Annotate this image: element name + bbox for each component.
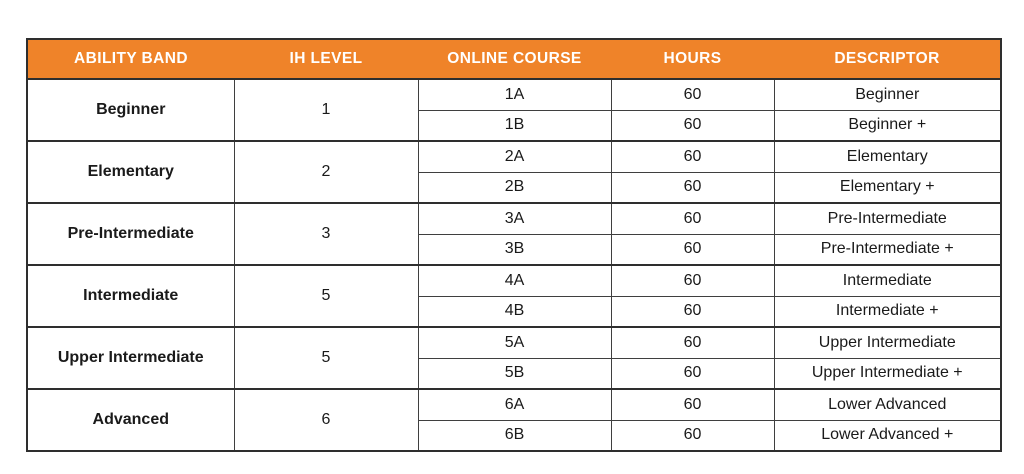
ability-band-cell: Upper Intermediate bbox=[26, 326, 235, 390]
descriptor-cell: Beginner + bbox=[773, 109, 1002, 142]
descriptor-cell: Intermediate bbox=[773, 264, 1002, 297]
ability-band-cell: Intermediate bbox=[26, 264, 235, 328]
ability-band-cell: Pre-Intermediate bbox=[26, 202, 235, 266]
hours-cell: 60 bbox=[610, 171, 775, 204]
table-row: 5B 60 Upper Intermediate + bbox=[27, 357, 1002, 390]
table-row: Beginner 1 1A 60 Beginner bbox=[26, 78, 1002, 142]
descriptor-cell: Upper Intermediate + bbox=[773, 357, 1002, 390]
hours-cell: 60 bbox=[610, 295, 775, 328]
descriptor-cell: Beginner bbox=[773, 78, 1002, 111]
descriptor-cell: Lower Advanced + bbox=[773, 419, 1002, 452]
descriptor-cell: Intermediate + bbox=[773, 295, 1002, 328]
table-row: 4B 60 Intermediate + bbox=[27, 295, 1002, 328]
ih-level-cell: 2 bbox=[233, 140, 419, 204]
header-row: ABILITY BAND IH LEVEL ONLINE COURSE HOUR… bbox=[27, 39, 1001, 80]
hours-cell: 60 bbox=[610, 326, 775, 359]
column-header-online-course: ONLINE COURSE bbox=[418, 39, 611, 80]
online-course-cell: 3A bbox=[417, 202, 612, 235]
online-course-cell: 5A bbox=[417, 326, 612, 359]
column-header-ability-band: ABILITY BAND bbox=[27, 39, 234, 80]
hours-cell: 60 bbox=[610, 357, 775, 390]
table-row: 3B 60 Pre-Intermediate + bbox=[27, 233, 1002, 266]
online-course-cell: 1B bbox=[417, 109, 612, 142]
online-course-cell: 2B bbox=[417, 171, 612, 204]
descriptor-cell: Elementary + bbox=[773, 171, 1002, 204]
hours-cell: 60 bbox=[610, 419, 775, 452]
column-header-hours: HOURS bbox=[611, 39, 774, 80]
online-course-cell: 4B bbox=[417, 295, 612, 328]
table-row: 6B 60 Lower Advanced + bbox=[27, 419, 1002, 452]
descriptor-cell: Lower Advanced bbox=[773, 388, 1002, 421]
hours-cell: 60 bbox=[610, 264, 775, 297]
table-row: Intermediate 5 4A 60 Intermediate bbox=[26, 264, 1002, 328]
hours-cell: 60 bbox=[610, 140, 775, 173]
course-levels-table: ABILITY BAND IH LEVEL ONLINE COURSE HOUR… bbox=[26, 38, 1002, 452]
table-row: 2B 60 Elementary + bbox=[27, 171, 1002, 204]
online-course-cell: 2A bbox=[417, 140, 612, 173]
hours-cell: 60 bbox=[610, 78, 775, 111]
ih-level-cell: 5 bbox=[233, 326, 419, 390]
table-row: Pre-Intermediate 3 3A 60 Pre-Intermediat… bbox=[26, 202, 1002, 266]
hours-cell: 60 bbox=[610, 202, 775, 235]
online-course-cell: 6B bbox=[417, 419, 612, 452]
descriptor-cell: Pre-Intermediate bbox=[773, 202, 1002, 235]
descriptor-cell: Upper Intermediate bbox=[773, 326, 1002, 359]
online-course-cell: 1A bbox=[417, 78, 612, 111]
online-course-cell: 6A bbox=[417, 388, 612, 421]
descriptor-cell: Pre-Intermediate + bbox=[773, 233, 1002, 266]
hours-cell: 60 bbox=[610, 109, 775, 142]
hours-cell: 60 bbox=[610, 233, 775, 266]
ih-level-cell: 1 bbox=[233, 78, 419, 142]
table-row: Advanced 6 6A 60 Lower Advanced bbox=[26, 388, 1002, 452]
ih-level-cell: 3 bbox=[233, 202, 419, 266]
ability-band-cell: Beginner bbox=[26, 78, 235, 142]
ability-band-cell: Advanced bbox=[26, 388, 235, 452]
ih-level-cell: 6 bbox=[233, 388, 419, 452]
table-row: 1B 60 Beginner + bbox=[27, 109, 1002, 142]
ability-band-cell: Elementary bbox=[26, 140, 235, 204]
column-header-descriptor: DESCRIPTOR bbox=[774, 39, 1001, 80]
table-row: Upper Intermediate 5 5A 60 Upper Interme… bbox=[26, 326, 1002, 390]
column-header-ih-level: IH LEVEL bbox=[234, 39, 418, 80]
online-course-cell: 5B bbox=[417, 357, 612, 390]
hours-cell: 60 bbox=[610, 388, 775, 421]
descriptor-cell: Elementary bbox=[773, 140, 1002, 173]
table-row: Elementary 2 2A 60 Elementary bbox=[26, 140, 1002, 204]
online-course-cell: 3B bbox=[417, 233, 612, 266]
online-course-cell: 4A bbox=[417, 264, 612, 297]
ih-level-cell: 5 bbox=[233, 264, 419, 328]
